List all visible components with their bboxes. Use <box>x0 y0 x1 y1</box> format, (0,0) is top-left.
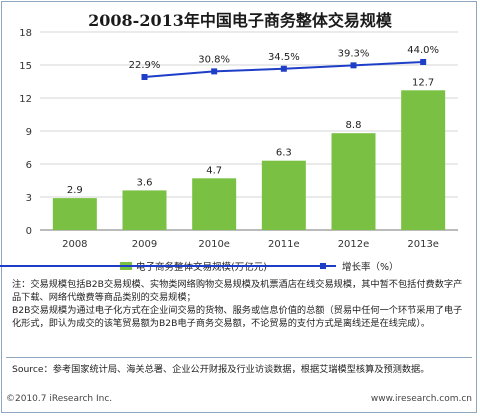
x-tick-label: 2011e <box>268 239 300 250</box>
chart-title: 2008-2013年中国电子商务整体交易规模 <box>88 11 392 30</box>
bar-value-label: 12.7 <box>412 77 434 88</box>
y-tick-label: 3 <box>26 193 32 204</box>
bar <box>261 160 306 230</box>
growth-rate-marker <box>420 59 427 65</box>
bar-value-label: 2.9 <box>67 185 83 196</box>
growth-rate-label: 30.8% <box>198 54 230 65</box>
source-divider <box>6 357 472 358</box>
bar <box>401 90 446 230</box>
x-tick-label: 2012e <box>338 239 370 250</box>
copyright: ©2010.7 iResearch Inc. <box>6 394 113 404</box>
growth-rate-label: 39.3% <box>338 48 370 59</box>
growth-rate-label: 44.0% <box>407 45 439 56</box>
y-tick-label: 12 <box>19 94 32 105</box>
bar-value-label: 6.3 <box>276 148 292 159</box>
bar-value-label: 8.8 <box>346 120 362 131</box>
x-tick-label: 2010e <box>198 239 230 250</box>
growth-rate-marker <box>350 62 357 69</box>
note-2: B2B交易规模为通过电子化方式在企业间交易的货物、服务或信息价值的总额（贸易中任… <box>12 305 463 329</box>
legend-line-label: 增长率（%） <box>342 261 399 273</box>
growth-rate-label: 22.9% <box>129 60 161 71</box>
source-text: Source：参考国家统计局、海关总署、企业公开财报及行业访谈数据，根据艾瑞模型… <box>12 364 430 375</box>
y-tick-label: 15 <box>19 61 32 72</box>
bar <box>52 198 97 230</box>
x-tick-label: 2013e <box>407 239 439 250</box>
x-tick-label: 2008 <box>62 239 87 250</box>
chart-notes: 注：交易规模包括B2B交易规模、实物类网络购物交易规模及机票酒店在线交易规模，其… <box>12 278 468 330</box>
y-tick-label: 0 <box>26 226 32 237</box>
legend-line-marker <box>320 263 326 269</box>
bar-value-label: 4.7 <box>206 165 222 176</box>
growth-rate-marker <box>280 65 287 72</box>
bar <box>192 178 237 230</box>
website: www.iresearch.com.cn <box>370 394 472 404</box>
y-tick-label: 18 <box>19 28 32 39</box>
bar <box>331 133 376 230</box>
x-tick-label: 2009 <box>132 239 157 250</box>
growth-rate-label: 34.5% <box>268 52 300 63</box>
note-1: 注：交易规模包括B2B交易规模、实物类网络购物交易规模及机票酒店在线交易规模，其… <box>12 279 463 303</box>
y-tick-label: 9 <box>26 127 32 138</box>
bar <box>122 190 167 230</box>
growth-rate-marker <box>211 68 218 75</box>
bar-value-label: 3.6 <box>137 177 153 188</box>
y-tick-label: 6 <box>26 160 32 171</box>
growth-rate-marker <box>141 74 148 80</box>
